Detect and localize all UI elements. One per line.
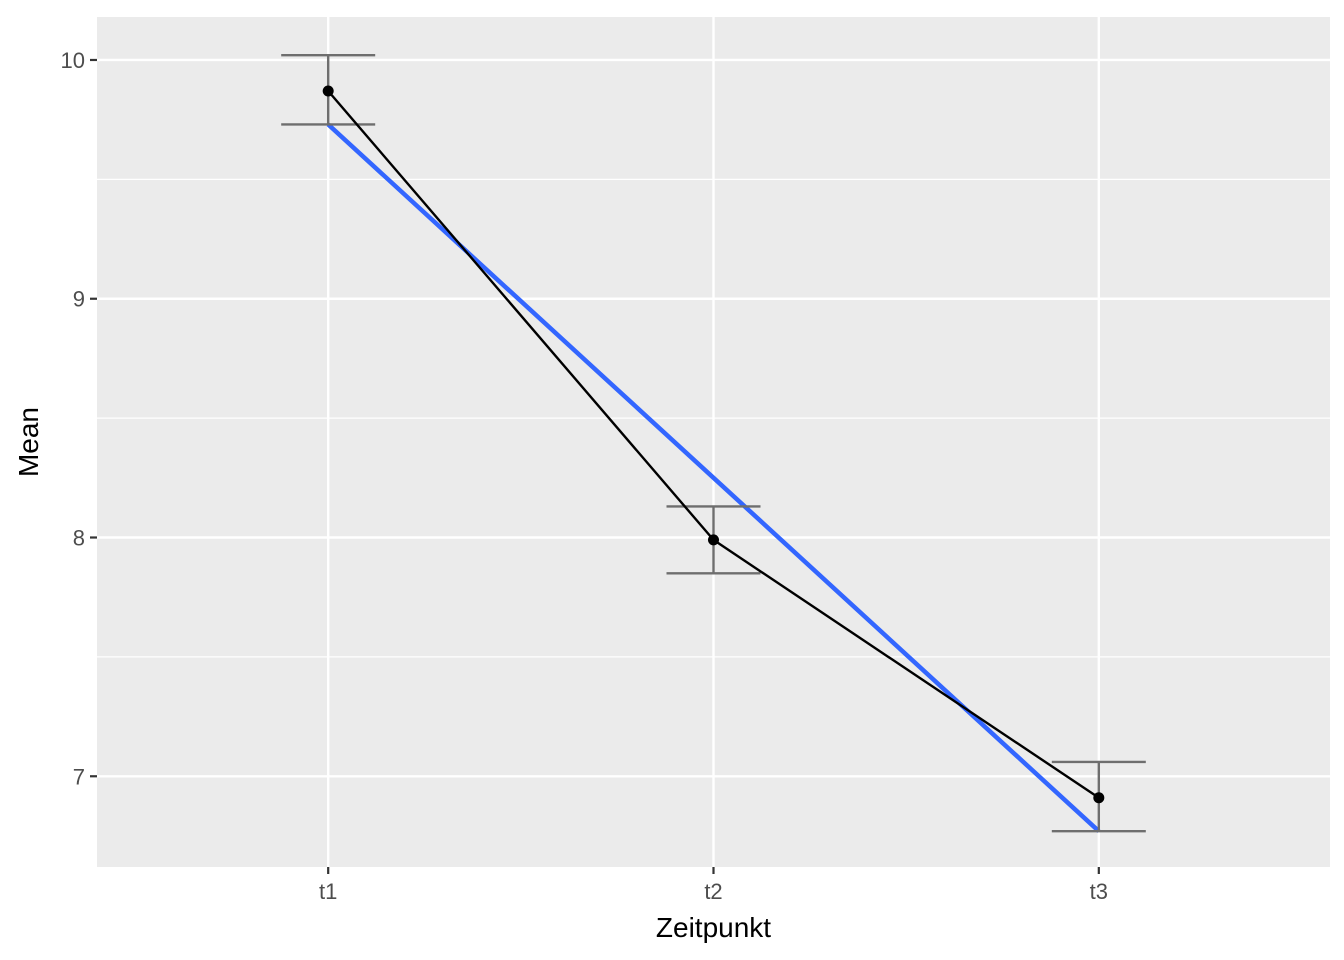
data-point bbox=[322, 85, 334, 97]
x-axis-title: Zeitpunkt bbox=[656, 912, 771, 943]
x-tick-label: t1 bbox=[319, 879, 337, 904]
x-tick-label: t2 bbox=[704, 879, 722, 904]
y-tick-label: 9 bbox=[73, 287, 85, 312]
x-axis-ticks: t1 t2 t3 bbox=[319, 867, 1108, 904]
data-point bbox=[708, 534, 719, 546]
y-tick-label: 7 bbox=[73, 764, 85, 789]
grid-lines bbox=[97, 17, 1330, 867]
y-axis-title: Mean bbox=[13, 407, 44, 477]
y-axis-ticks: 7 8 9 10 bbox=[61, 48, 97, 789]
data-point bbox=[1093, 792, 1105, 804]
x-tick-label: t3 bbox=[1090, 879, 1108, 904]
y-tick-label: 10 bbox=[61, 48, 85, 73]
y-tick-label: 8 bbox=[73, 526, 85, 551]
data-points bbox=[322, 85, 1105, 804]
